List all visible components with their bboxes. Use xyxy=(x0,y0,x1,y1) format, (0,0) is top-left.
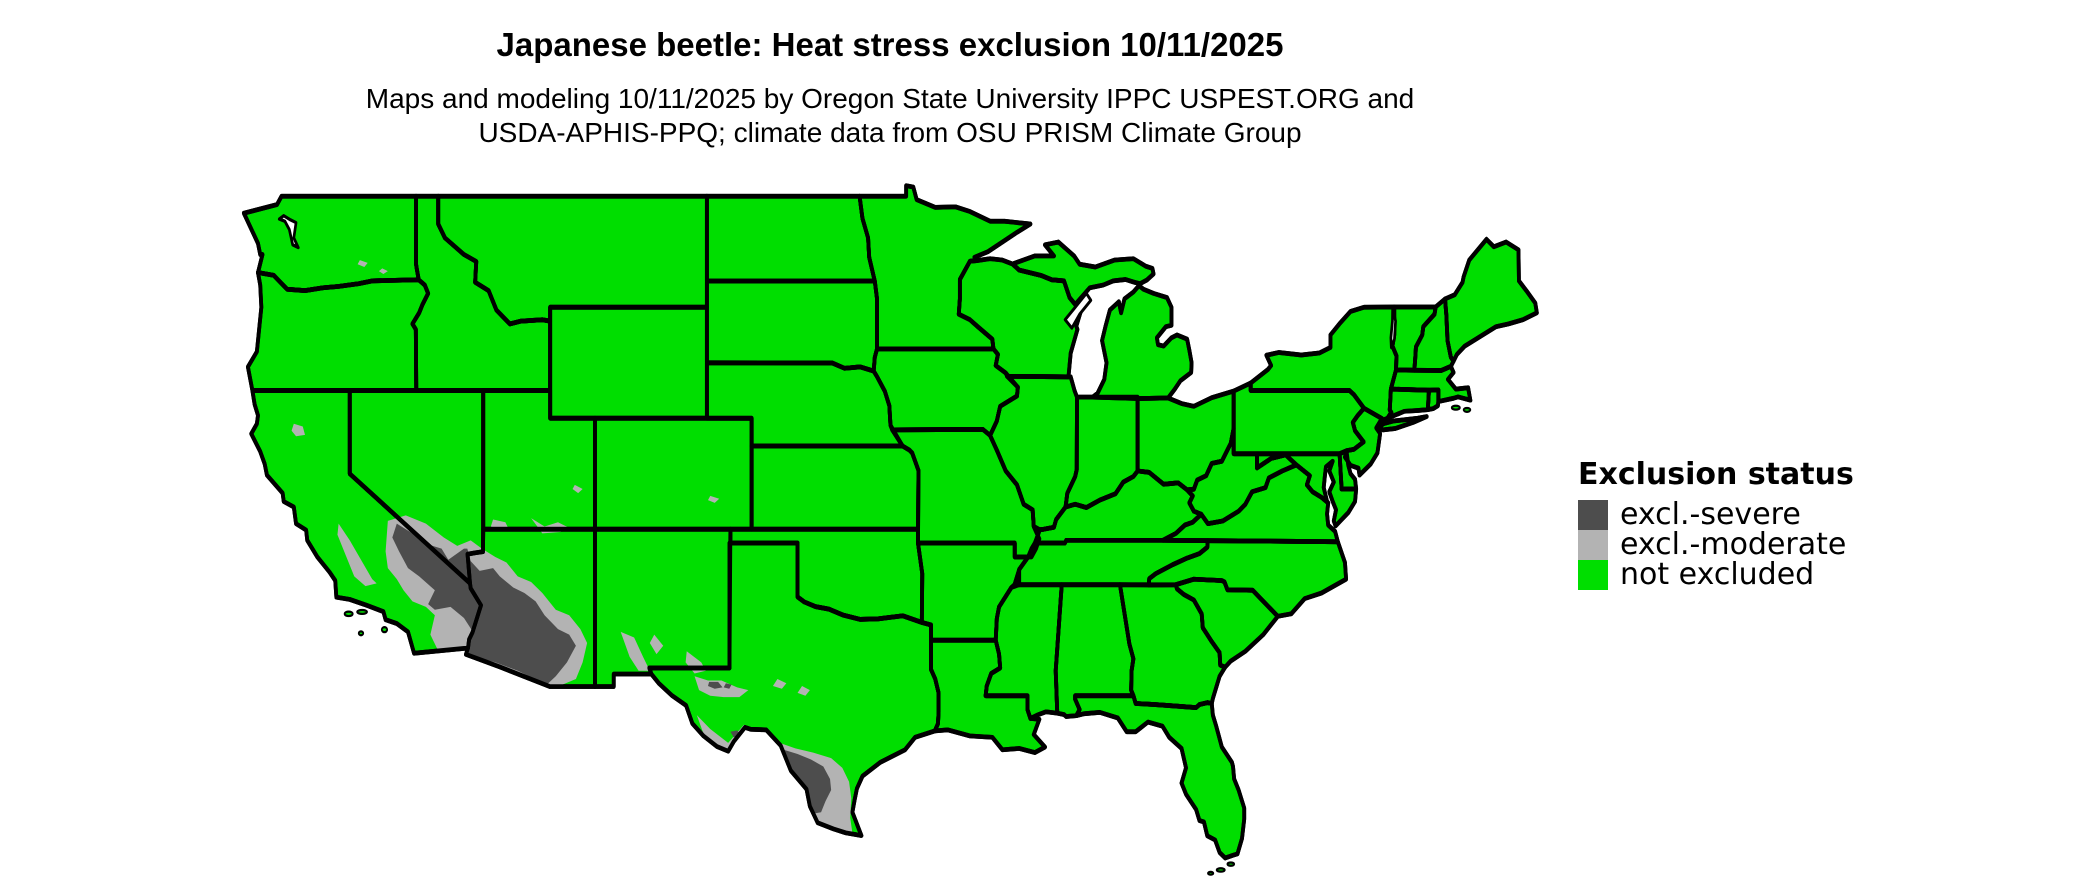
legend-title: Exclusion status xyxy=(1578,457,1854,492)
state-michigan-lower xyxy=(1093,286,1192,399)
state-colorado xyxy=(595,418,752,529)
legend-row-not-excluded: not excluded xyxy=(1578,560,1854,590)
state-oregon xyxy=(248,273,428,391)
florida-key-2 xyxy=(1215,867,1226,873)
legend-label-excl-severe: excl.-severe xyxy=(1620,497,1801,532)
catalina-island xyxy=(380,626,389,634)
excl-moderate-region-san-joaquin-valley xyxy=(337,523,377,587)
channel-island-2 xyxy=(356,608,368,615)
excl-moderate-speck-southeast-colorado xyxy=(708,495,720,503)
florida-key-1 xyxy=(1226,861,1236,867)
florida-key-3 xyxy=(1207,870,1215,876)
green-bay-water xyxy=(1063,291,1093,330)
excl-moderate-region-northern-california xyxy=(291,423,306,437)
state-kansas xyxy=(752,446,919,529)
state-south-dakota xyxy=(707,281,877,371)
excl-severe-region-southwest-deserts xyxy=(392,523,576,685)
marthas-vineyard-island xyxy=(1450,404,1461,411)
excl-moderate-region-southwest-new-mexico xyxy=(620,631,650,671)
state-maine xyxy=(1445,239,1537,361)
lake-champlain-water xyxy=(1389,305,1397,350)
us-exclusion-map xyxy=(230,181,1542,876)
legend-swatch-excl-moderate xyxy=(1578,530,1608,560)
legend-label-excl-moderate: excl.-moderate xyxy=(1620,527,1847,562)
excl-moderate-region-tularosa xyxy=(649,634,664,655)
legend-label-not-excluded: not excluded xyxy=(1620,557,1815,592)
state-new-mexico xyxy=(595,529,730,686)
map-credit-line-1: Maps and modeling 10/11/2025 by Oregon S… xyxy=(365,83,1415,114)
islands-layer xyxy=(343,404,1472,876)
excl-severe-speck-pecos-1 xyxy=(708,681,723,689)
excl-moderate-speck-central-texas-1 xyxy=(772,679,787,689)
water-features-layer xyxy=(277,214,1397,350)
legend: Exclusion status excl.-severe excl.-mode… xyxy=(1578,458,1854,590)
state-florida xyxy=(1075,696,1244,858)
state-pennsylvania xyxy=(1234,383,1364,454)
excl-moderate-speck-central-texas-2 xyxy=(797,685,810,696)
excl-severe-speck-pecos-2 xyxy=(723,683,732,689)
san-nicolas-island xyxy=(357,630,365,637)
legend-swatch-excl-severe xyxy=(1578,500,1608,530)
nantucket-island xyxy=(1462,406,1472,413)
map-title: Japanese beetle: Heat stress exclusion 1… xyxy=(496,26,1284,63)
state-north-dakota xyxy=(707,196,875,281)
excl-moderate-speck-washington-1 xyxy=(357,260,368,268)
excl-moderate-region-moab xyxy=(572,484,583,494)
puget-sound-water xyxy=(277,214,300,250)
state-wyoming xyxy=(550,307,707,418)
excl-severe-region-south-texas xyxy=(784,749,832,814)
map-credit-line-2: USDA-APHIS-PPQ; climate data from OSU PR… xyxy=(478,117,1302,148)
legend-row-excl-severe: excl.-severe xyxy=(1578,500,1854,530)
channel-island-1 xyxy=(343,610,354,618)
map-credit: Maps and modeling 10/11/2025 by Oregon S… xyxy=(366,82,1414,150)
legend-swatch-not-excluded xyxy=(1578,560,1608,590)
excl-moderate-speck-washington-2 xyxy=(378,268,388,274)
legend-row-excl-moderate: excl.-moderate xyxy=(1578,530,1854,560)
